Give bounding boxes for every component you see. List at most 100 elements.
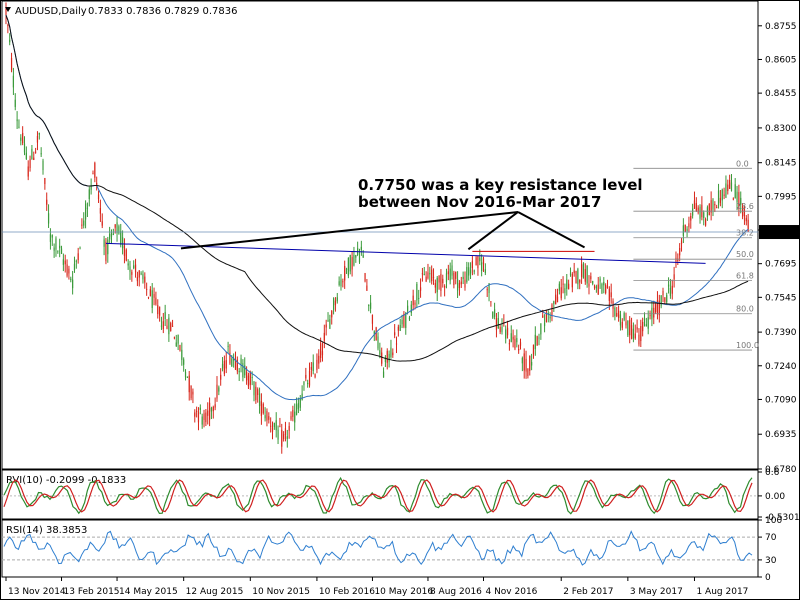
candle-body [714, 204, 716, 206]
candle-body [708, 204, 710, 216]
candle-body [271, 427, 274, 432]
current-price-label: 0.7836 [762, 229, 794, 239]
candle-body [479, 257, 481, 262]
candle-body [284, 428, 287, 435]
rvi-title: RVI(10) -0.2099 -0.1833 [6, 475, 126, 486]
candle-body [262, 403, 264, 414]
candle-body [680, 240, 683, 244]
candle-body [314, 374, 316, 378]
candle-body [582, 263, 585, 279]
candle-body [99, 207, 101, 214]
rsi-tick-label: 0 [765, 573, 771, 583]
candle-body [495, 317, 498, 330]
candle-body [558, 283, 560, 291]
candle-body [506, 327, 509, 336]
x-tick-label: 10 May 2016 [374, 587, 433, 597]
candle-body [690, 215, 692, 221]
candle-body [566, 279, 568, 289]
candle-body [347, 257, 349, 276]
candle-body [442, 278, 444, 284]
candle-body [423, 274, 425, 276]
candle-body [151, 290, 153, 308]
candle-body [492, 311, 494, 318]
candle-body [196, 410, 198, 412]
candle-body [569, 273, 572, 275]
candle-body [518, 348, 520, 351]
candle-body [264, 415, 266, 419]
candle-body [627, 320, 629, 336]
candle-body [107, 239, 109, 255]
candle-body [453, 272, 455, 286]
candle-body [318, 355, 320, 364]
candle-body [307, 382, 309, 384]
y-tick-label: 0.8605 [765, 55, 797, 65]
moving-average-slow [5, 15, 749, 362]
candle-body [79, 247, 81, 249]
candle-body [338, 281, 340, 285]
candle-body [205, 412, 207, 423]
candle-body [177, 334, 179, 344]
candle-body [377, 336, 379, 349]
candle-body [540, 323, 542, 335]
candle-body [379, 350, 381, 355]
candle-body [155, 297, 157, 305]
candle-body [662, 290, 664, 296]
candle-body [35, 151, 37, 153]
rsi-panel [1, 519, 759, 578]
candle-body [168, 317, 170, 335]
candle-body [49, 234, 52, 242]
candle-body [621, 321, 623, 328]
candle-body [127, 263, 129, 266]
candle-body [121, 237, 124, 249]
candle-body [519, 342, 522, 346]
rvi-signal-line [3, 479, 753, 513]
candle-body [320, 343, 322, 359]
candle-body [688, 223, 690, 228]
candle-body [16, 119, 18, 122]
candle-body [344, 266, 346, 281]
candle-body [36, 135, 39, 143]
x-tick-label: 13 Nov 2014 [8, 587, 66, 597]
candle-body [75, 260, 77, 262]
x-tick-label: 10 Feb 2016 [319, 587, 375, 597]
candle-body [88, 189, 90, 200]
candle-body [25, 152, 27, 159]
candle-body [355, 255, 357, 258]
candle-body [364, 273, 366, 282]
candle-body [725, 183, 727, 198]
candle-body [407, 305, 409, 311]
candle-body [484, 269, 486, 273]
candle-body [279, 426, 281, 428]
candle-body [571, 273, 573, 288]
candle-body [466, 267, 468, 282]
candle-body [468, 267, 470, 276]
candle-body [129, 266, 131, 272]
candle-body [440, 273, 442, 291]
candle-body [245, 371, 248, 381]
candle-body [575, 271, 577, 284]
y-tick-label: 0.8755 [765, 22, 797, 32]
rvi-tick-label: 0.6 [765, 468, 780, 478]
candle-body [640, 326, 642, 342]
candle-body [207, 410, 209, 416]
candle-body [525, 358, 527, 372]
candle-body [33, 157, 35, 161]
candle-body [260, 401, 263, 416]
x-tick-label: 14 May 2015 [119, 587, 178, 597]
candle-body [258, 393, 261, 407]
candle-body [486, 289, 488, 291]
candle-body [473, 270, 475, 272]
candle-body [408, 317, 411, 320]
candle-body [283, 434, 285, 439]
candle-body [27, 166, 29, 177]
candle-body [268, 416, 270, 420]
y-tick-label: 0.8455 [765, 89, 797, 99]
dropdown-arrow-icon[interactable] [5, 7, 11, 12]
candle-body [31, 148, 33, 160]
candle-body [112, 233, 114, 235]
candle-body [292, 409, 294, 417]
candle-body [584, 269, 586, 282]
candle-body [188, 375, 190, 393]
candle-body [325, 324, 327, 328]
